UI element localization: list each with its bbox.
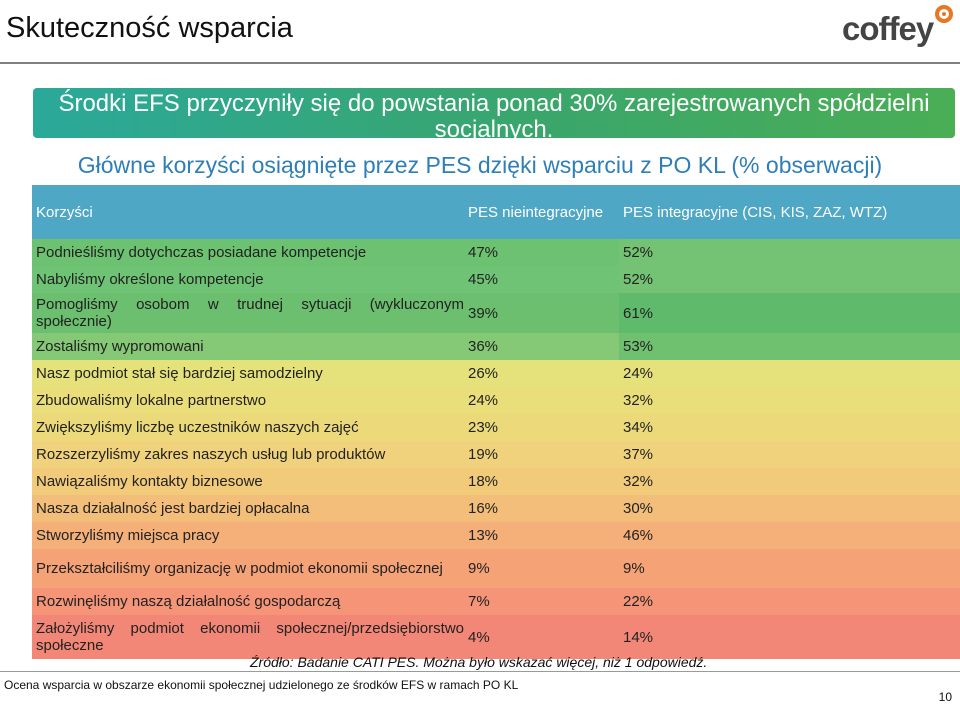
value-integration: 32% (619, 387, 960, 414)
footer-divider (0, 671, 960, 672)
value-non-integration: 24% (464, 387, 619, 414)
row-label: Nasz podmiot stał się bardziej samodziel… (32, 360, 464, 387)
table-row: Nasza działalność jest bardziej opłacaln… (32, 495, 960, 522)
table-row: Rozszerzyliśmy zakres naszych usług lub … (32, 441, 960, 468)
table-row: Zwiększyliśmy liczbę uczestników naszych… (32, 414, 960, 441)
logo-text: coffey (842, 10, 934, 47)
source-note: Źródło: Badanie CATI PES. Można było wsk… (250, 654, 708, 670)
footer-text: Ocena wsparcia w obszarze ekonomii społe… (4, 678, 519, 692)
table-row: Przekształciliśmy organizację w podmiot … (32, 549, 960, 588)
value-integration: 46% (619, 522, 960, 549)
value-integration: 9% (619, 549, 960, 588)
value-integration: 61% (619, 293, 960, 333)
value-integration: 24% (619, 360, 960, 387)
table-row: Zbudowaliśmy lokalne partnerstwo 24% 32% (32, 387, 960, 414)
slide-title: Skuteczność wsparcia (6, 12, 293, 44)
row-label: Przekształciliśmy organizację w podmiot … (32, 549, 464, 588)
row-label: Zbudowaliśmy lokalne partnerstwo (32, 387, 464, 414)
row-label: Założyliśmy podmiot ekonomii społecznej/… (32, 615, 464, 659)
value-non-integration: 7% (464, 588, 619, 615)
row-label: Zostaliśmy wypromowani (32, 333, 464, 360)
table-row: Nawiązaliśmy kontakty biznesowe 18% 32% (32, 468, 960, 495)
value-integration: 32% (619, 468, 960, 495)
row-label: Rozszerzyliśmy zakres naszych usług lub … (32, 441, 464, 468)
row-label: Pomogliśmy osobom w trudnej sytuacji (wy… (32, 293, 464, 333)
value-non-integration: 19% (464, 441, 619, 468)
value-non-integration: 16% (464, 495, 619, 522)
table-header-row: Korzyści PES nieintegracyjne PES integra… (32, 185, 960, 239)
header-integration: PES integracyjne (CIS, KIS, ZAZ, WTZ) (619, 185, 960, 239)
benefits-table: Korzyści PES nieintegracyjne PES integra… (32, 185, 960, 659)
value-integration: 37% (619, 441, 960, 468)
table-row: Stworzyliśmy miejsca pracy 13% 46% (32, 522, 960, 549)
banner-text: Środki EFS przyczyniły się do powstania … (58, 90, 930, 143)
value-non-integration: 18% (464, 468, 619, 495)
table-row: Nabyliśmy określone kompetencje 45% 52% (32, 266, 960, 293)
row-label: Nasza działalność jest bardziej opłacaln… (32, 495, 464, 522)
table-row: Rozwinęliśmy naszą działalność gospodarc… (32, 588, 960, 615)
page-number: 10 (938, 690, 952, 704)
value-integration: 30% (619, 495, 960, 522)
logo-swirl-icon (935, 5, 953, 23)
header-non-integration: PES nieintegracyjne (464, 185, 619, 239)
row-label: Stworzyliśmy miejsca pracy (32, 522, 464, 549)
value-non-integration: 36% (464, 333, 619, 360)
value-non-integration: 39% (464, 293, 619, 333)
value-non-integration: 45% (464, 266, 619, 293)
value-integration: 52% (619, 266, 960, 293)
row-label: Rozwinęliśmy naszą działalność gospodarc… (32, 588, 464, 615)
value-integration: 52% (619, 239, 960, 266)
value-integration: 53% (619, 333, 960, 360)
table-row: Założyliśmy podmiot ekonomii społecznej/… (32, 615, 960, 659)
row-label: Podnieśliśmy dotychczas posiadane kompet… (32, 239, 464, 266)
value-non-integration: 4% (464, 615, 619, 659)
title-divider (0, 62, 960, 64)
row-label: Zwiększyliśmy liczbę uczestników naszych… (32, 414, 464, 441)
coffey-logo: coffey (842, 4, 954, 50)
table-row: Podnieśliśmy dotychczas posiadane kompet… (32, 239, 960, 266)
row-label: Nabyliśmy określone kompetencje (32, 266, 464, 293)
table-row: Zostaliśmy wypromowani 36% 53% (32, 333, 960, 360)
table-heading: Główne korzyści osiągnięte przez PES dzi… (77, 152, 883, 178)
value-non-integration: 23% (464, 414, 619, 441)
header-benefits: Korzyści (32, 185, 464, 239)
table-row: Pomogliśmy osobom w trudnej sytuacji (wy… (32, 293, 960, 333)
value-non-integration: 26% (464, 360, 619, 387)
value-non-integration: 9% (464, 549, 619, 588)
value-integration: 34% (619, 414, 960, 441)
key-finding-banner: Środki EFS przyczyniły się do powstania … (33, 88, 955, 143)
value-integration: 22% (619, 588, 960, 615)
table-row: Nasz podmiot stał się bardziej samodziel… (32, 360, 960, 387)
value-non-integration: 47% (464, 239, 619, 266)
row-label: Nawiązaliśmy kontakty biznesowe (32, 468, 464, 495)
value-integration: 14% (619, 615, 960, 659)
value-non-integration: 13% (464, 522, 619, 549)
